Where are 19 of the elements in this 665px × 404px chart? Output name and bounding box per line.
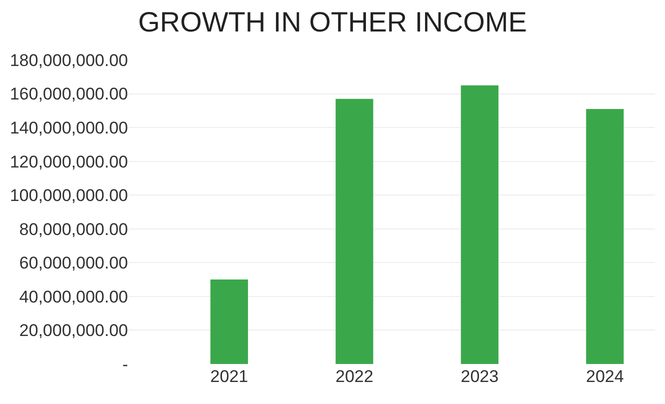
x-tick-label: 2023 [460, 367, 499, 386]
y-tick-label: 120,000,000.00 [10, 152, 128, 172]
chart-title: GROWTH IN OTHER INCOME [138, 6, 527, 38]
bar [586, 108, 624, 364]
bar [210, 280, 248, 364]
y-tick-label: 140,000,000.00 [10, 118, 128, 138]
y-tick-label: 60,000,000.00 [19, 254, 128, 273]
y-tick-label: - [122, 354, 128, 374]
y-tick-label: 160,000,000.00 [10, 84, 128, 104]
y-tick-label: 180,000,000.00 [10, 50, 128, 70]
y-tick-label: 20,000,000.00 [19, 321, 128, 340]
y-tick-label: 80,000,000.00 [19, 220, 128, 239]
x-tick-label: 2022 [336, 367, 374, 386]
bar [336, 98, 374, 364]
y-tick-label: 40,000,000.00 [19, 287, 128, 306]
x-tick-label: 2021 [210, 367, 248, 386]
bar [460, 85, 498, 364]
x-tick-label: 2024 [586, 367, 624, 386]
y-tick-label: 100,000,000.00 [10, 186, 128, 206]
